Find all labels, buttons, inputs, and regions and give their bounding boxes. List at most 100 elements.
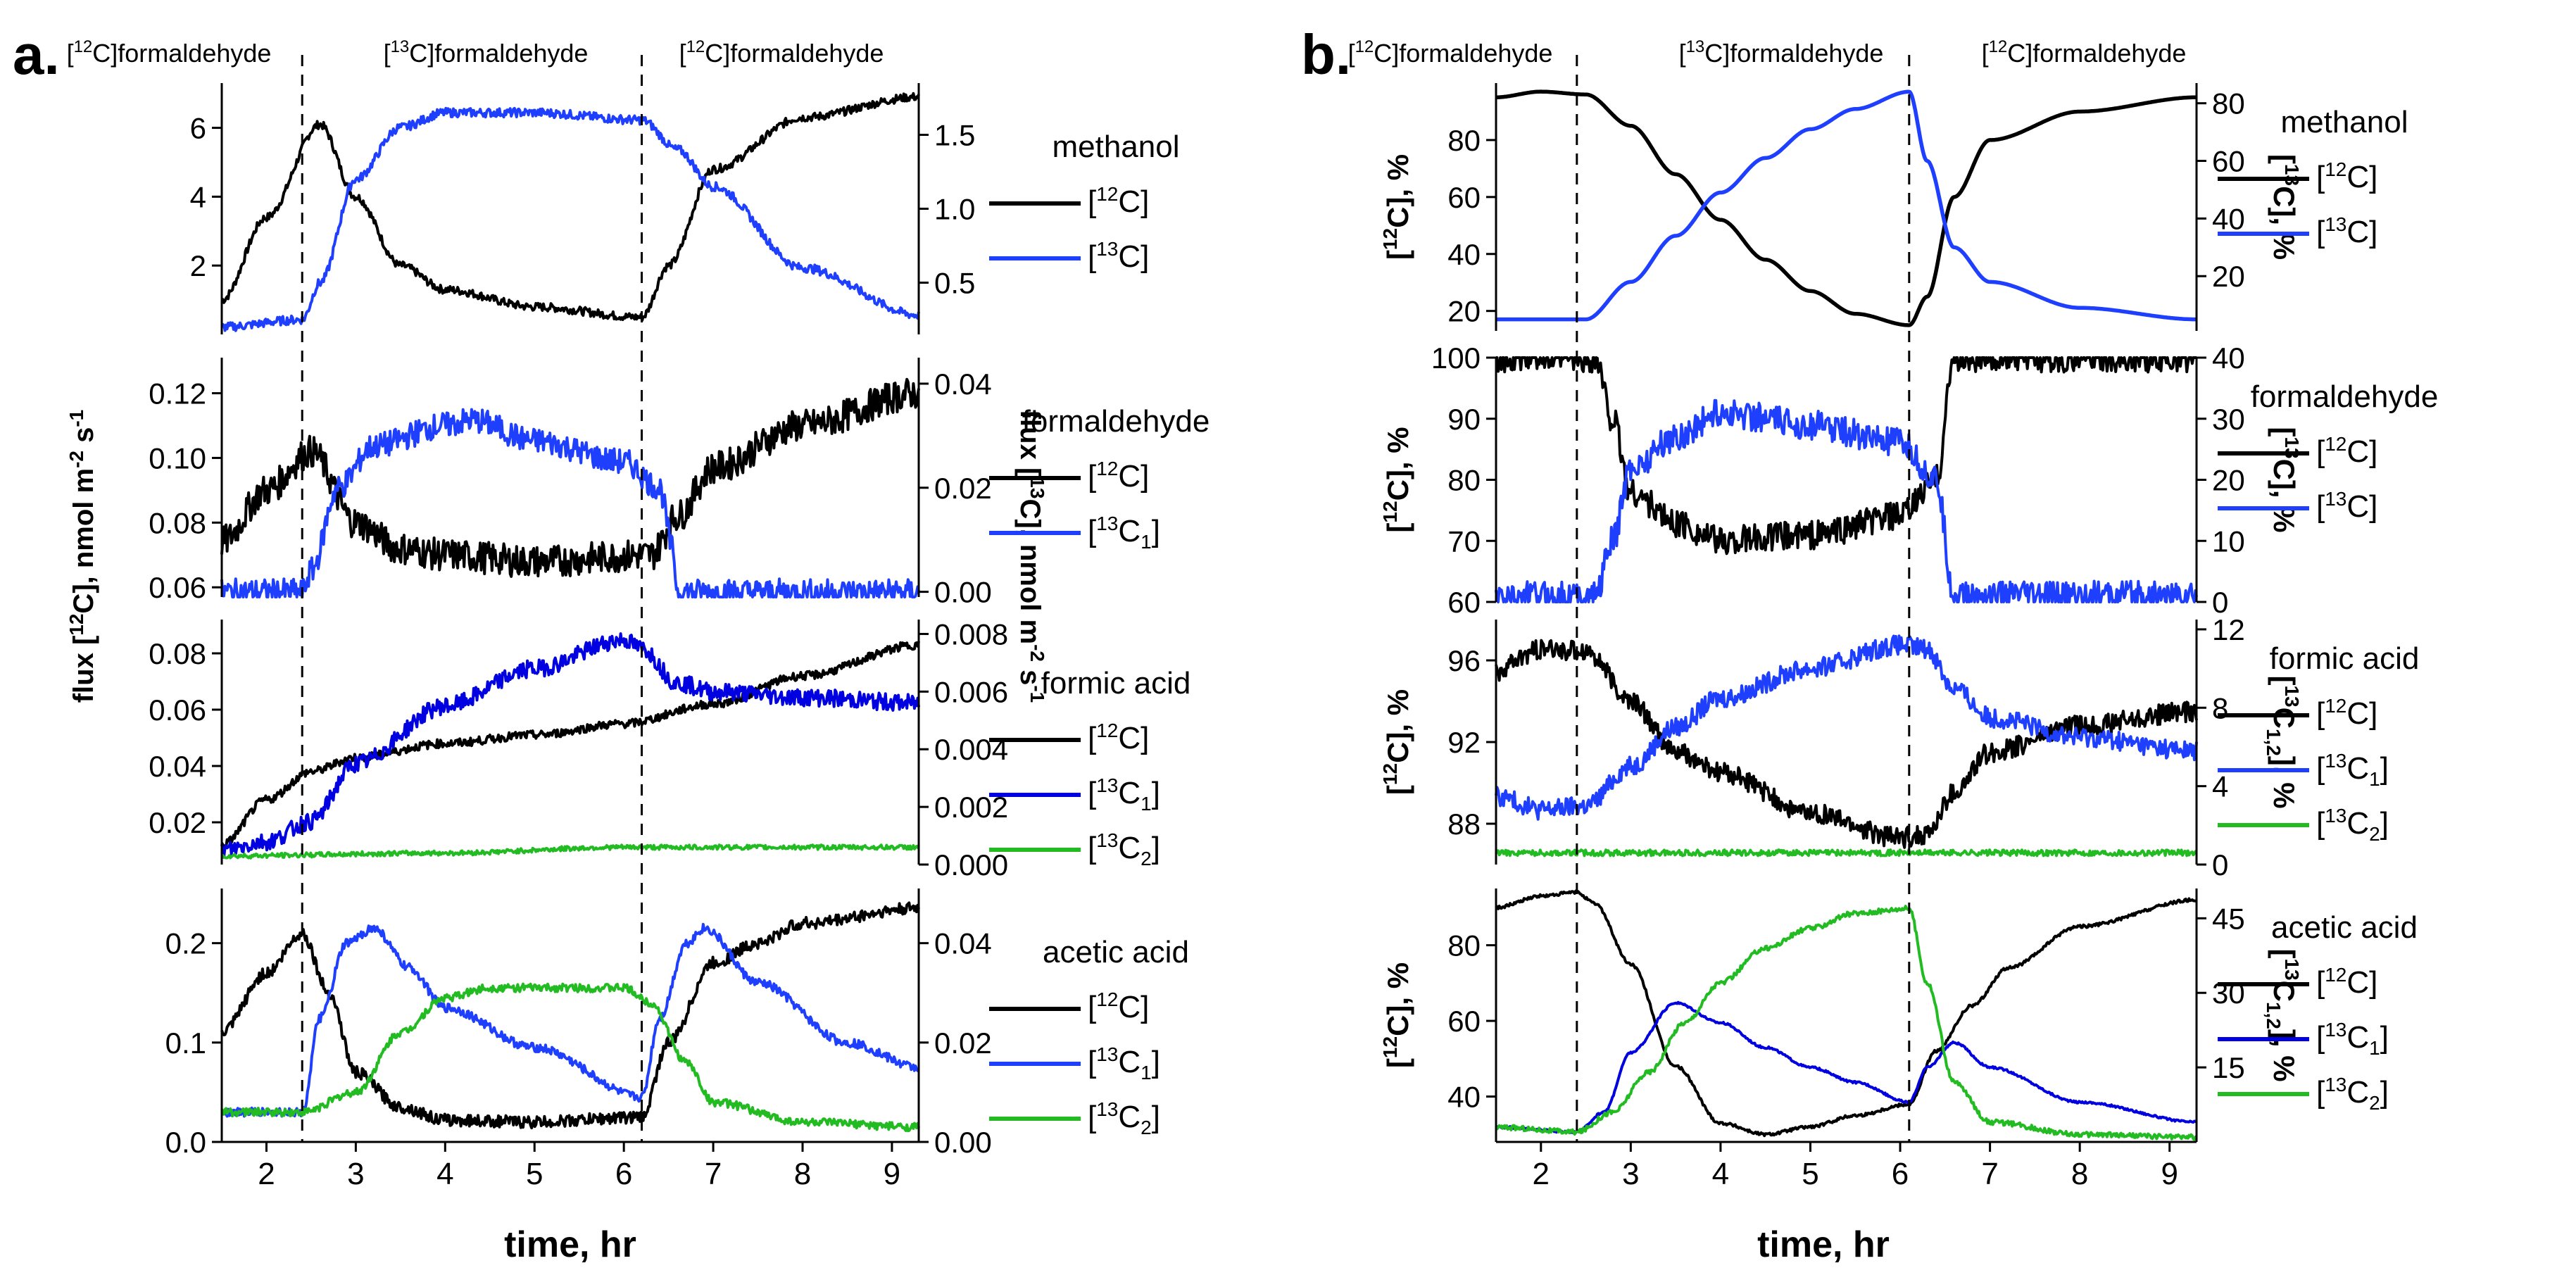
panel-a-plot-2-series-2 [220,408,920,598]
panel-b-plot-2-legend-label-1: [12C] [2316,433,2377,469]
panel-b-plot-1-legend-title: methanol [2280,105,2408,139]
panel-b-plot-4-right-tick-label: 15 [2212,1051,2245,1084]
panel-b-plot-1-left-tick-label: 40 [1447,238,1481,271]
panel-b-plot-3-series-3 [1495,848,2198,858]
panel-a-phase-label-2: [13C]formaldehyde [384,37,589,68]
panel-a-plot-2: 0.06 0.08 0.10 0.12 0.00 0.02 0.04 [149,358,992,609]
panel-b-plot-3-series-1 [1495,639,2198,849]
panel-a-plot-2-right-tick-label: 0.02 [934,472,992,505]
panel-b-plot-1-legend-label-2: [13C] [2316,213,2377,249]
panel-b-plot-2-right-tick-label: 20 [2212,464,2245,497]
panel-a-plot-4-legend-label-2: [13C1] [1088,1043,1160,1084]
panel-a-plot-2-right-tick-label: 0.04 [934,368,992,401]
panel-b-plot-3-legend-label-1: [12C] [2316,695,2377,731]
panel-b-plot-4-series-2 [1495,1000,2198,1134]
panel-a-plot-4-left-tick-label: 0.1 [165,1026,206,1060]
panel-b-plot-3: 88 92 96 0 4 8 12 [12C], % [13C1,2], % [1379,613,2303,881]
panel-a-plot-3-series-2 [220,632,920,859]
panel-a-plot-1-left-tick-label: 6 [190,112,206,145]
panel-b-plot-1-right-tick-label: 40 [2212,202,2245,235]
panel-b-plot-1-series-2 [1495,89,2198,322]
panel-a-plot-4-right-tick-label: 0.00 [934,1126,992,1159]
panel-a-plot-4-left-tick-label: 0.0 [165,1126,206,1159]
panel-b-plot-3-left-axis-title: [12C], % [1379,689,1414,795]
panel-a-plot-4-series-3 [220,982,920,1133]
panel-a-phase-label-3: [12C]formaldehyde [679,37,884,68]
panel-a-plot-3-left-tick-label: 0.06 [149,693,206,727]
panel-a-plot-3-left-tick-label: 0.04 [149,750,206,783]
panel-a-plot-2-legend-label-1: [12C] [1088,458,1149,494]
panel-b-plot-3-legend: formic acid [12C] [13C1] [13C2] [2218,641,2419,845]
panel-a-plot-3-series-1 [220,641,920,849]
panel-a-plot-1-legend-label-1: [12C] [1088,183,1149,219]
panel-b-x-tick-label: 5 [1802,1157,1818,1191]
panel-b-plot-4-legend: acetic acid [12C] [13C1] [13C2] [2218,910,2418,1114]
panel-b-plot-3-left-tick-label: 88 [1447,808,1481,841]
panel-b-plot-3-right-tick-label: 4 [2212,770,2228,803]
panel-b-plot-2-left-tick-label: 60 [1447,586,1481,619]
panel-a-plot-2-legend: formaldehyde [12C] [13C1] [989,404,1210,553]
svg-text:flux [13C], nmol m-2 s-1: flux [13C], nmol m-2 s-1 [1014,410,1048,703]
panel-a-plot-1-series-2 [221,106,920,332]
panel-a-x-tick-label: 6 [615,1157,632,1191]
panel-a-plot-4-series-1 [220,901,920,1130]
panel-b-plot-2-legend-label-2: [13C] [2316,488,2377,524]
panel-b-x-tick-label: 4 [1712,1157,1729,1191]
panel-b-plot-2-left-tick-label: 90 [1447,403,1481,436]
panel-b-phase-label-2: [13C]formaldehyde [1679,37,1884,68]
panel-a-plot-1-series-1 [220,92,920,322]
panel-b-plot-4-legend-label-1: [12C] [2316,964,2377,1000]
panel-b-plot-2-left-tick-label: 80 [1447,464,1481,497]
phase-labels: [12C]formaldehyde [13C]formaldehyde [12C]f… [67,37,2187,68]
panel-b-plot-2-legend-title: formaldehyde [2251,379,2439,414]
legends: methanol [12C] [13C] formaldehyde [12C] [13C1… [989,105,2438,1138]
panel-a-plot-2-left-tick-label: 0.12 [149,377,206,410]
panel-a-plot-1-right-tick-label: 1.5 [934,119,975,152]
panel-a-plot-2-legend-label-2: [13C1] [1088,513,1160,553]
panel-a-plots: 2460.51.01.50.060.080.100.120.000.020.04… [149,55,1008,1191]
panel-b-plot-3-legend-title: formic acid [2270,641,2420,676]
panel-a-plot-4: 0.0 0.1 0.2 0.00 0.02 0.04 2 3 4 5 6 7 8 9 [165,888,992,1191]
panel-b-x-tick-label: 9 [2161,1157,2178,1191]
panel-b-plot-2-right-tick-label: 10 [2212,525,2245,558]
panel-b-x-tick-label: 2 [1533,1157,1550,1191]
panel-b-plot-1-left-tick-label: 80 [1447,124,1481,157]
panel-b-plot-3-left-tick-label: 96 [1447,644,1481,677]
panel-a-plot-1-right-tick-label: 1.0 [934,193,975,226]
panel-b-plot-4-legend-title: acetic acid [2271,910,2418,945]
panel-a-x-tick-label: 2 [258,1157,275,1191]
panel-b-plot-4-series-3 [1495,905,2197,1141]
panel-a-plot-3-left-tick-label: 0.08 [149,637,206,670]
panel-b-plot-3-right-tick-label: 8 [2212,691,2228,724]
panel-b-plot-1-legend-label-1: [12C] [2316,158,2377,194]
panel-b-x-tick-label: 8 [2071,1157,2088,1191]
panel-a-plot-3-right-tick-label: 0.008 [934,617,1008,651]
panel-a-plot-4-right-tick-label: 0.02 [934,1026,992,1060]
panel-a-plot-3-legend-label-3: [13C2] [1088,829,1160,869]
panel-a-plot-1-left-tick-label: 2 [190,249,206,282]
panel-a-plot-3-right-tick-label: 0.006 [934,675,1008,708]
panel-a-phase-label-1: [12C]formaldehyde [67,37,272,68]
panel-a-plot-4-series-2 [221,922,919,1118]
panel-b-plot-2-legend: formaldehyde [12C] [13C] [2218,379,2438,524]
panel-a-letter: a. [13,23,60,86]
panel-b-plot-2-series-1 [1495,356,2197,555]
panel-b-plot-1-left-axis-title: [12C], % [1379,154,1414,260]
panel-a-plot-3-legend-title: formic acid [1041,666,1191,701]
panel-a-x-tick-label: 3 [347,1157,364,1191]
panel-b-plot-1-right-tick-label: 80 [2212,87,2245,120]
panel-a-plot-1-left-tick-label: 4 [190,180,206,213]
panel-a-plot-3-legend: formic acid [12C] [13C1] [13C2] [989,666,1190,869]
panel-b-plot-1-right-tick-label: 60 [2212,145,2245,178]
panel-a-x-axis-title: time, hr [504,1224,636,1265]
panel-b-plot-1-left-tick-label: 20 [1447,295,1481,328]
panel-a-plot-2-left-tick-label: 0.10 [149,441,206,475]
panel-b-plot-4-left-tick-label: 60 [1447,1005,1481,1038]
panel-b-plot-4-legend-label-3: [13C2] [2316,1074,2389,1114]
panel-a-plot-3-legend-label-1: [12C] [1088,720,1149,755]
panel-a-plot-1-right-tick-label: 0.5 [934,267,975,300]
panel-b-plot-3-left-tick-label: 92 [1447,726,1481,759]
panel-b-plot-2-right-tick-label: 40 [2212,341,2245,375]
panel-b-x-tick-label: 6 [1892,1157,1909,1191]
panel-a-plot-4-legend-title: acetic acid [1043,935,1189,969]
